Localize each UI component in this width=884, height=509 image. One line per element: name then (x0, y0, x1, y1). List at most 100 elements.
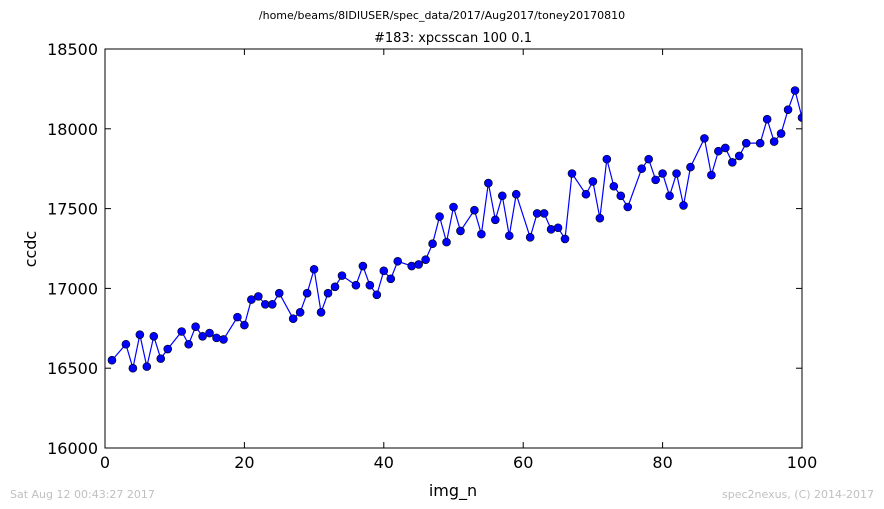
data-point (177, 327, 186, 336)
y-tick-label: 18500 (47, 40, 98, 59)
data-point (484, 178, 493, 188)
x-tick-label: 60 (513, 453, 533, 472)
x-tick-label: 20 (234, 453, 254, 472)
data-point (511, 189, 521, 199)
data-point (330, 282, 340, 292)
data-point (790, 86, 800, 95)
data-point (316, 308, 326, 317)
data-point (644, 154, 653, 164)
data-point (323, 288, 333, 298)
data-point (309, 264, 319, 274)
data-point (651, 175, 660, 185)
data-point (379, 266, 389, 276)
file-path-heading: /home/beams/8IDIUSER/spec_data/2017/Aug2… (259, 9, 625, 22)
data-point (288, 314, 298, 324)
data-point (525, 233, 535, 242)
plot-area: 0 20 40 60 80 100 16000 16500 17000 17500 18000 185… (47, 40, 817, 472)
data-point (581, 189, 591, 199)
data-point (428, 239, 437, 249)
y-tick-label: 17500 (47, 200, 98, 219)
data-point (163, 344, 173, 354)
data-point (456, 226, 465, 236)
data-point (595, 213, 605, 223)
data-point (421, 255, 430, 264)
data-point (233, 312, 242, 322)
data-point (714, 146, 723, 156)
data-point (365, 280, 375, 290)
data-point (386, 274, 396, 284)
data-point (539, 209, 549, 218)
y-axis-label: ccdc (21, 231, 40, 268)
data-point (240, 320, 249, 330)
data-point (135, 330, 145, 339)
data-point (470, 205, 479, 215)
data-point (407, 261, 416, 271)
data-point (337, 271, 347, 280)
data-point (184, 339, 193, 349)
data-point (497, 191, 507, 201)
data-point (623, 202, 633, 212)
data-point (254, 292, 263, 301)
x-tick-label: 0 (100, 453, 110, 472)
data-point (393, 256, 403, 266)
chart-title: #183: xpcsscan 100 0.1 (374, 31, 532, 46)
data-point (142, 362, 152, 371)
data-point (783, 105, 793, 114)
data-point (414, 260, 423, 269)
data-point (797, 113, 802, 122)
data-point (776, 129, 786, 138)
data-point (672, 169, 681, 178)
x-tick-label: 40 (374, 453, 394, 472)
data-point (302, 288, 312, 298)
data-point (567, 169, 577, 178)
series-line (111, 88, 802, 369)
x-axis-label: img_n (429, 481, 477, 501)
data-point (372, 290, 382, 300)
data-point (491, 215, 500, 225)
data-point (769, 137, 779, 146)
data-point (205, 328, 214, 338)
y-tick-label: 17000 (47, 279, 98, 298)
x-tick-label: 100 (787, 453, 818, 472)
y-tick-label: 16500 (47, 359, 98, 378)
axes-frame (104, 48, 803, 449)
data-point (609, 181, 619, 191)
data-point (665, 191, 674, 201)
data-point (121, 339, 131, 349)
data-point (686, 162, 695, 172)
data-point (504, 231, 514, 241)
data-point (588, 177, 598, 186)
data-point (128, 363, 138, 373)
data-point (553, 223, 563, 233)
data-point (727, 158, 737, 167)
data-point (560, 234, 570, 244)
data-point (219, 335, 228, 344)
data-point (616, 191, 626, 201)
y-tick-label: 16000 (47, 439, 98, 458)
data-point (637, 164, 646, 173)
data-point (267, 300, 277, 309)
data-point (295, 308, 305, 317)
data-point (198, 331, 207, 341)
data-point (191, 322, 200, 332)
x-tick-label: 80 (652, 453, 672, 472)
footer-timestamp: Sat Aug 12 00:43:27 2017 (10, 488, 155, 501)
data-point (212, 333, 221, 343)
data-point (149, 331, 159, 341)
footer-credit: spec2nexus, (C) 2014-2017 (722, 488, 874, 501)
series-layer (107, 86, 802, 373)
data-point (721, 143, 730, 153)
data-point (442, 237, 451, 247)
data-point (658, 169, 667, 178)
data-point (755, 138, 765, 148)
tick-layer: 0 20 40 60 80 100 16000 16500 17000 17500 18000 185… (47, 40, 817, 472)
data-point (700, 134, 709, 143)
data-point (107, 355, 117, 365)
data-point (435, 212, 444, 221)
data-point (358, 261, 368, 271)
data-point (707, 170, 716, 180)
data-point (734, 151, 744, 161)
data-point (741, 138, 751, 148)
data-point (351, 280, 361, 290)
